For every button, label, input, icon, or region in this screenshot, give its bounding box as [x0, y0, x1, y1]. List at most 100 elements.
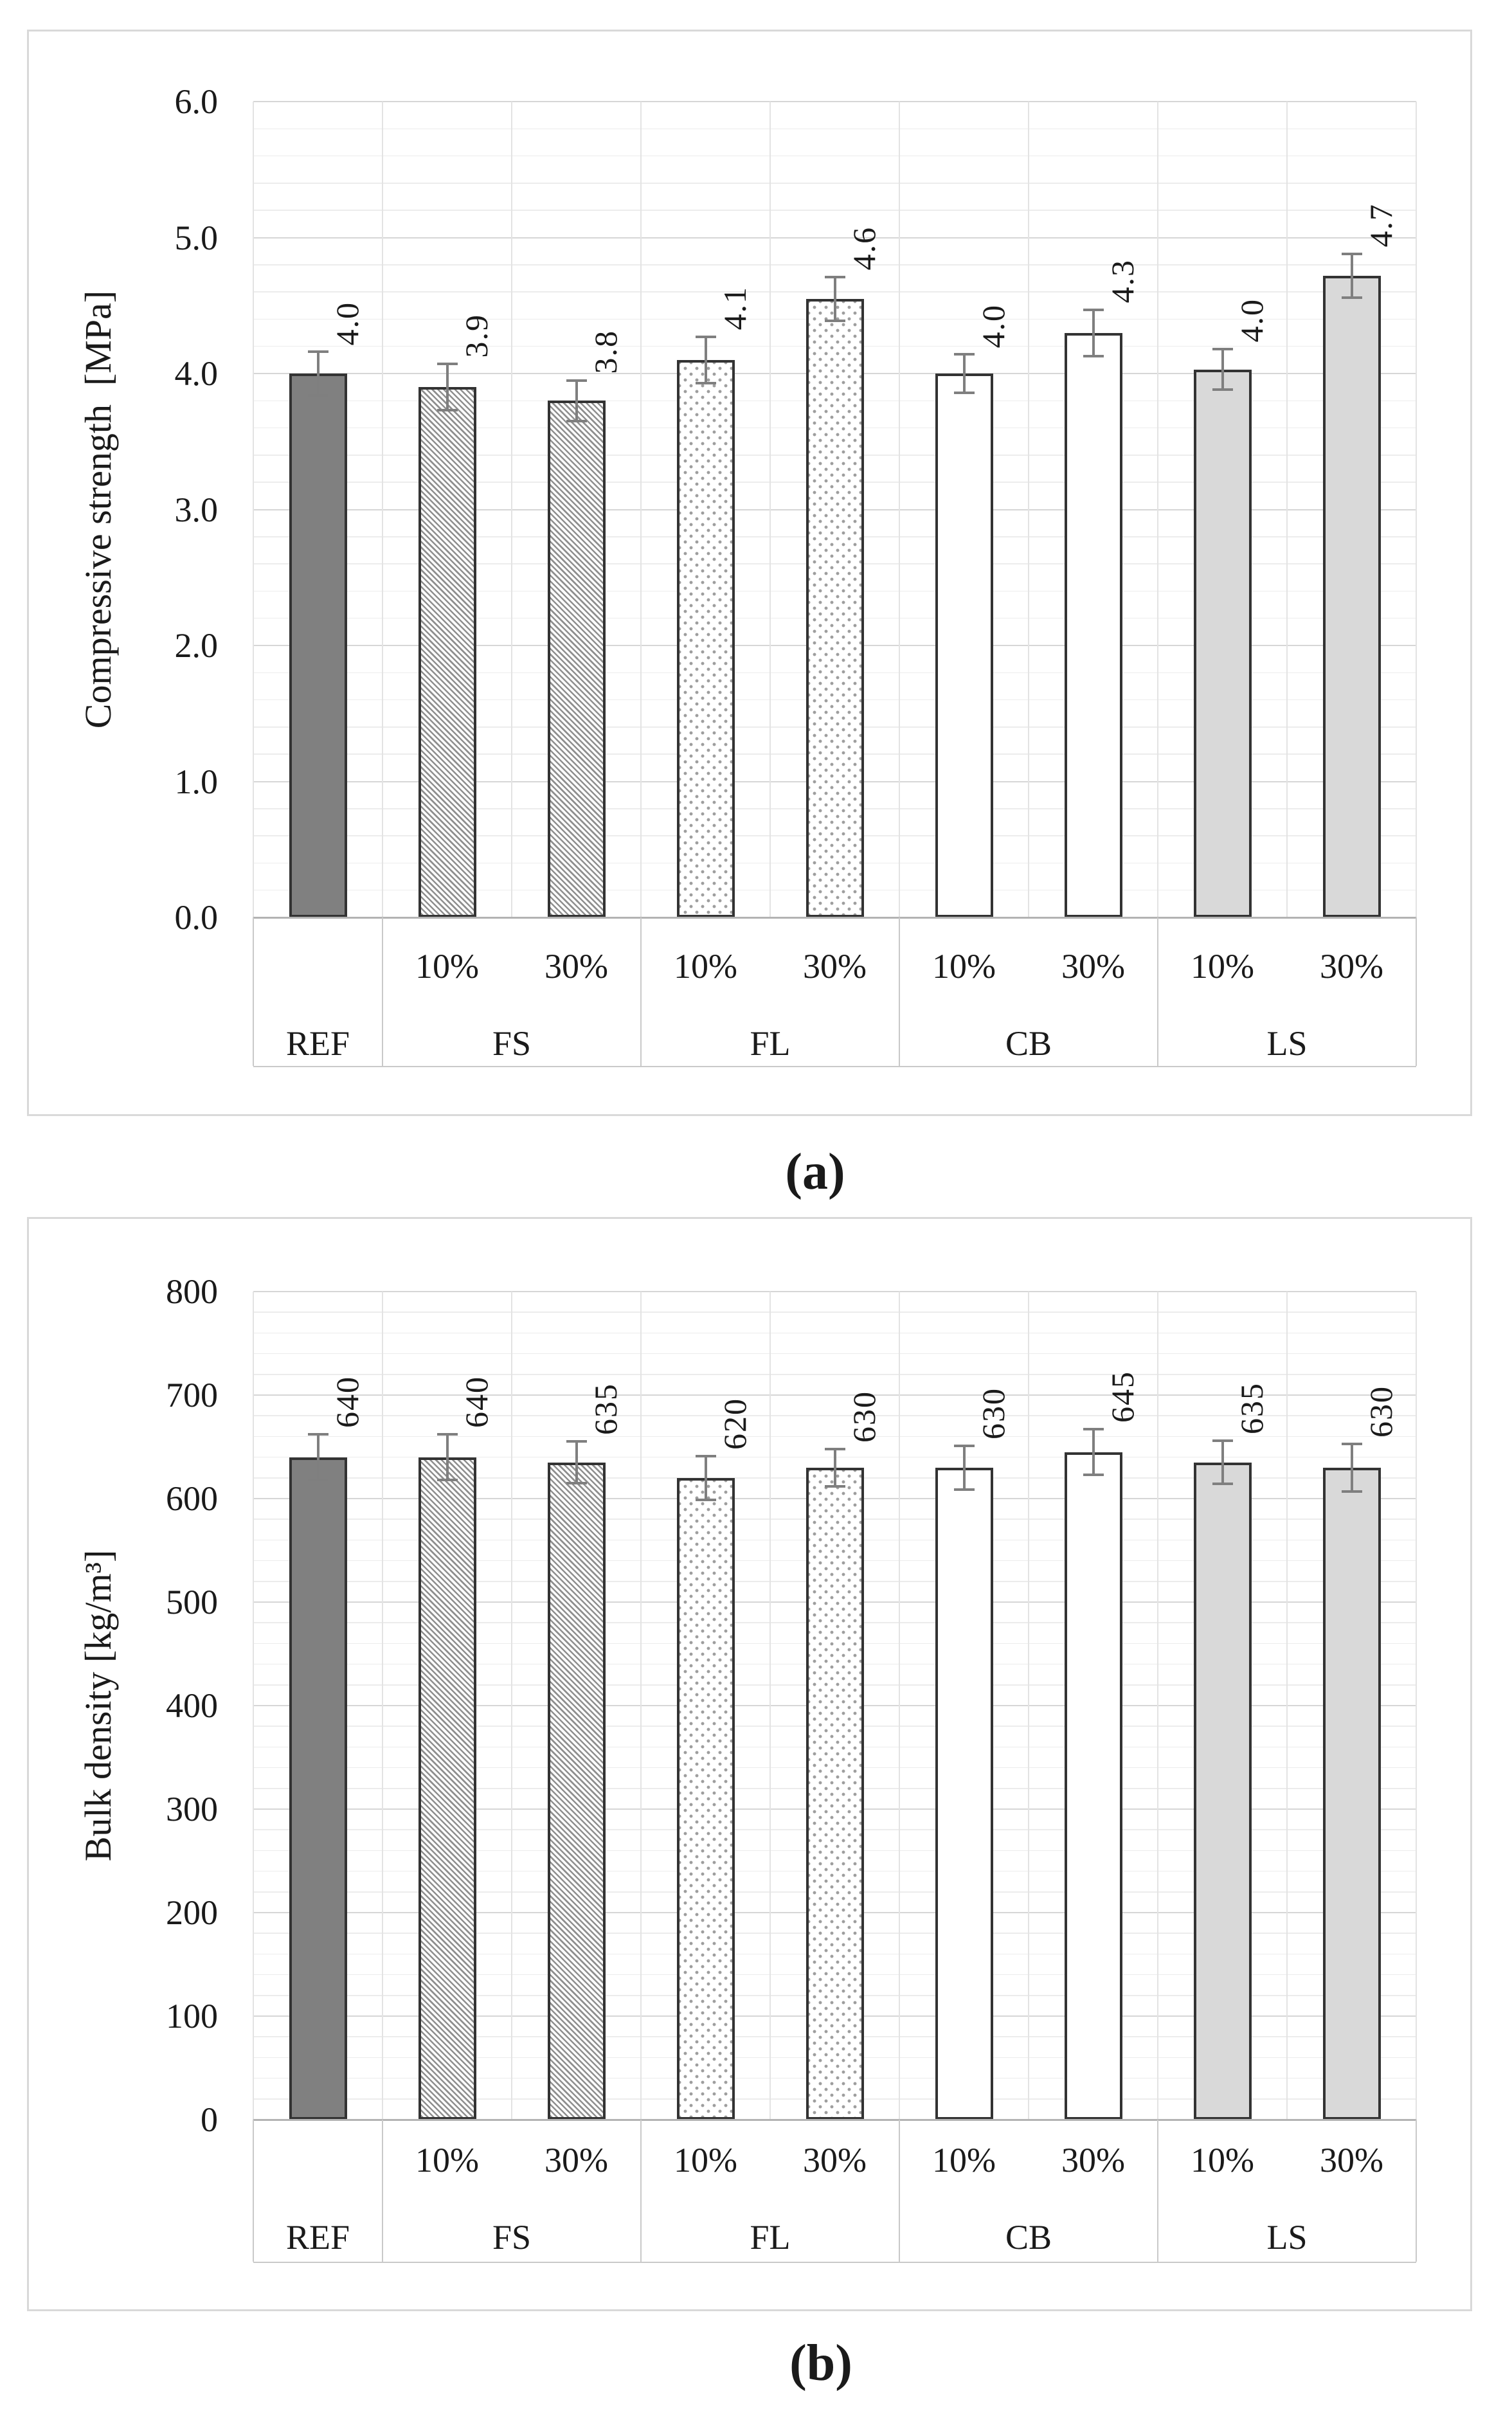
bar-value-label: 4.3	[1104, 259, 1140, 303]
bar	[1193, 1462, 1252, 2120]
percent-label: 10%	[674, 2141, 737, 2179]
group-label: FS	[492, 2218, 532, 2257]
plot-area: 4.0 3.9 3.8 4.1 4.6 4.0 4.3 4.0 4.7	[253, 101, 1417, 919]
bar	[547, 1462, 606, 2120]
percent-label: 10%	[415, 947, 479, 986]
y-tick-label: 100	[166, 1997, 218, 2035]
table-bottom-line	[253, 1066, 1416, 1067]
group-label: LS	[1266, 2218, 1308, 2257]
table-separator	[1157, 917, 1158, 1066]
chart-panel-b: 640 640 635 620 630 630 645 635 630 800 700 600 500 4…	[27, 1217, 1472, 2311]
error-bar-cap-top	[437, 1433, 458, 1436]
minor-gridline	[253, 183, 1416, 184]
bar-value-label: 4.6	[845, 226, 882, 271]
error-bar	[446, 364, 449, 411]
bar-value-label: 630	[975, 1387, 1011, 1439]
y-tick-label: 200	[166, 1893, 218, 1932]
bar	[676, 1477, 735, 2120]
error-bar	[316, 352, 320, 395]
error-bar-cap-bottom	[1341, 1490, 1362, 1493]
y-axis-title: Bulk density [kg/m³]	[77, 1549, 119, 1862]
vertical-gridline	[511, 102, 512, 917]
percent-label: 10%	[932, 947, 996, 986]
percent-label: 30%	[1061, 947, 1125, 986]
group-label: CB	[1005, 1024, 1052, 1063]
y-tick-label: 800	[166, 1272, 218, 1311]
error-bar	[1092, 1429, 1095, 1475]
bar	[1064, 332, 1122, 917]
error-bar-cap-top	[1083, 308, 1104, 311]
percent-label: 30%	[544, 947, 608, 986]
error-bar-cap-top	[824, 1447, 845, 1450]
table-separator	[899, 2120, 900, 2262]
table-separator	[1416, 917, 1417, 1066]
error-bar-cap-top	[1212, 347, 1233, 350]
vertical-gridline	[253, 1292, 254, 2120]
percent-label: 30%	[544, 2141, 608, 2179]
percent-label: 10%	[415, 2141, 479, 2179]
caption-a: (a)	[785, 1144, 845, 1200]
error-bar-cap-top	[1341, 1442, 1362, 1445]
error-bar	[833, 1448, 836, 1486]
y-tick-label: 500	[166, 1583, 218, 1621]
vertical-gridline	[1416, 102, 1417, 917]
y-tick-label: 700	[166, 1376, 218, 1414]
error-bar-cap-bottom	[307, 1479, 328, 1482]
x-axis-line	[253, 2119, 1416, 2121]
vertical-gridline	[1416, 1292, 1417, 2120]
error-bar	[446, 1434, 449, 1480]
vertical-gridline	[1028, 1292, 1029, 2120]
minor-gridline	[253, 1374, 1416, 1375]
vertical-gridline	[770, 1292, 771, 2120]
y-axis-title: Compressive strength [MPa]	[77, 290, 119, 729]
chart-panel-a: 4.0 3.9 3.8 4.1 4.6 4.0 4.3 4.0 4.7 6.0 5.0 4.0 3.0 2…	[27, 30, 1472, 1116]
table-separator	[640, 917, 642, 1066]
error-bar-cap-top	[695, 1454, 716, 1457]
error-bar-cap-top	[953, 1444, 975, 1447]
vertical-gridline	[1157, 102, 1158, 917]
x-axis-line	[253, 917, 1416, 919]
y-tick-label: 5.0	[174, 218, 219, 257]
bar	[1322, 1467, 1381, 2120]
vertical-gridline	[770, 102, 771, 917]
bar	[418, 1457, 476, 2120]
percent-label: 10%	[1191, 947, 1254, 986]
error-bar-cap-bottom	[437, 409, 458, 412]
major-gridline	[253, 1394, 1416, 1396]
bar-value-label: 4.7	[1362, 203, 1399, 248]
error-bar	[1092, 309, 1095, 356]
table-separator	[1416, 2120, 1417, 2262]
error-bar-cap-bottom	[824, 1484, 845, 1488]
error-bar-cap-bottom	[695, 1498, 716, 1501]
minor-gridline	[253, 1353, 1416, 1355]
table-separator	[382, 917, 383, 1066]
error-bar-cap-bottom	[307, 393, 328, 397]
group-label: REF	[285, 1024, 350, 1063]
error-bar-cap-bottom	[566, 420, 587, 423]
y-tick-label: 0	[201, 2100, 218, 2139]
bar-value-label: 630	[845, 1390, 882, 1443]
y-tick-label: 2.0	[174, 626, 219, 665]
error-bar-cap-top	[437, 363, 458, 366]
major-gridline	[253, 101, 1416, 102]
percent-label: 30%	[1061, 2141, 1125, 2179]
table-bottom-line	[253, 2262, 1416, 2263]
y-tick-label: 400	[166, 1686, 218, 1725]
error-bar	[704, 1456, 707, 1500]
vertical-gridline	[640, 1292, 642, 2120]
y-tick-label: 3.0	[174, 490, 219, 529]
error-bar-cap-bottom	[1083, 354, 1104, 357]
minor-gridline	[253, 1312, 1416, 1313]
bar	[935, 374, 993, 917]
table-separator	[640, 2120, 642, 2262]
error-bar-cap-bottom	[1212, 1483, 1233, 1486]
y-tick-label: 4.0	[174, 354, 219, 393]
error-bar-cap-top	[307, 350, 328, 354]
error-bar-cap-top	[1083, 1428, 1104, 1431]
error-bar-cap-bottom	[953, 391, 975, 394]
error-bar-cap-bottom	[1083, 1473, 1104, 1476]
error-bar-cap-top	[953, 353, 975, 356]
plot-area: 640 640 635 620 630 630 645 635 630	[253, 1291, 1417, 2121]
error-bar	[1221, 1440, 1224, 1484]
